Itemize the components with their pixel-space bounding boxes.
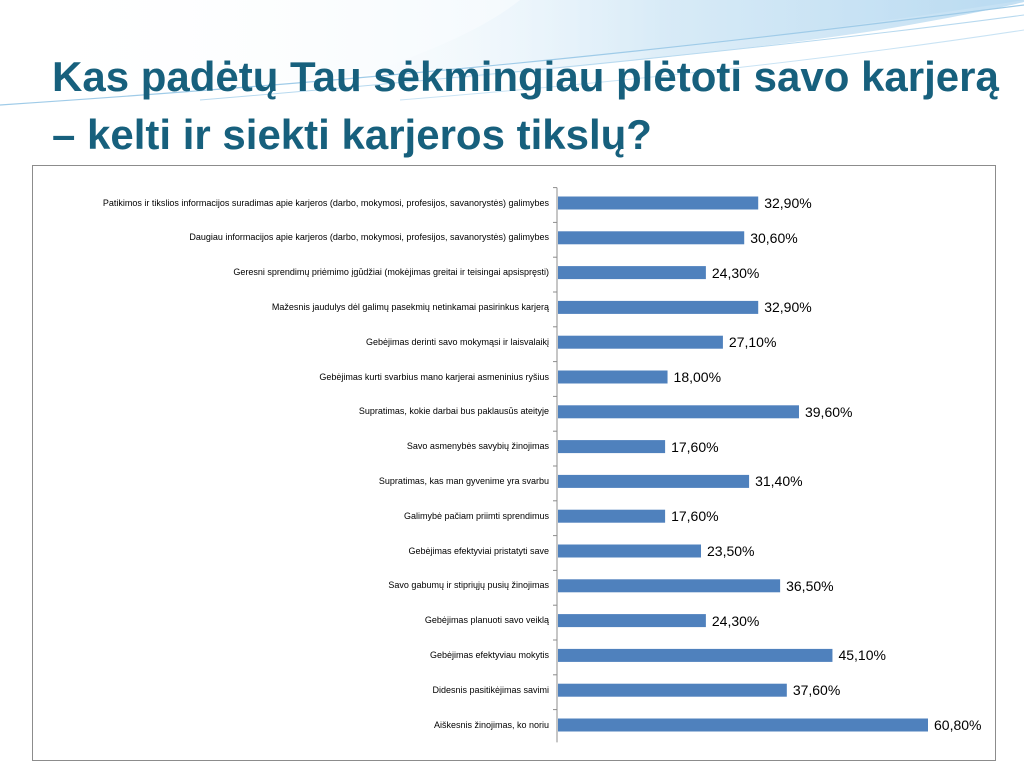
value-label: 24,30% <box>711 612 760 629</box>
value-label: 18,00% <box>673 369 722 385</box>
category-label: Savo gabumų ir stipriųjų pusių žinojimas <box>93 570 549 602</box>
value-label: 32,90% <box>764 195 812 211</box>
category-label: Mažesnis jaudulys dėl galimų pasekmių ne… <box>93 291 549 323</box>
category-label: Patikimos ir tikslios informacijos surad… <box>93 187 549 219</box>
category-label-text: Gebėjimas kurti svarbius mano karjerai a… <box>319 371 549 382</box>
bar-1 <box>558 196 759 210</box>
chart-frame: 32,90% Patikimos ir tikslios informacijos… <box>32 165 996 761</box>
value-label: 45,10% <box>838 647 886 664</box>
category-label-text: Didesnis pasitikėjimas savimi <box>432 684 549 695</box>
category-label-text: Gebėjimas planuoti savo veiklą <box>424 615 549 626</box>
category-label: Didesnis pasitikėjimas savimi <box>93 674 549 706</box>
category-label: Gebėjimas derinti savo mokymąsi ir laisv… <box>93 326 549 358</box>
category-label-text: Savo asmenybės savybių žinojimas <box>406 441 549 452</box>
category-label-text: Gebėjimas derinti savo mokymąsi ir laisv… <box>365 336 549 347</box>
bar-9 <box>558 474 750 488</box>
value-label: 31,40% <box>755 473 803 490</box>
category-label-text: Gebėjimas efektyviai pristatyti save <box>408 545 549 556</box>
category-label-text: Supratimas, kas man gyvenime yra svarbu <box>378 475 549 486</box>
category-label: Supratimas, kokie darbai bus paklausūs a… <box>93 396 549 428</box>
bar-11 <box>558 544 702 558</box>
category-label-text: Geresni sprendimų priėmimo įgūdžiai (mok… <box>233 267 549 278</box>
value-label: 23,50% <box>707 543 755 559</box>
category-label-text: Patikimos ir tikslios informacijos surad… <box>102 197 549 208</box>
bar-13 <box>558 614 706 628</box>
category-label: Savo asmenybės savybių žinojimas <box>93 431 549 463</box>
category-label-text: Aiškesnis žinojimas, ko noriu <box>433 719 549 730</box>
bar-4 <box>558 300 759 314</box>
category-label-text: Supratimas, kokie darbai bus paklausūs a… <box>358 406 549 417</box>
bar-8 <box>558 440 666 454</box>
bar-7 <box>558 405 799 419</box>
bar-3 <box>558 266 706 280</box>
slide-title: Kas padėtų Tau sėkmingiau plėtoti savo k… <box>52 53 999 158</box>
bar-14 <box>558 648 833 662</box>
category-label-text: Daugiau informacijos apie karjeros (darb… <box>189 232 549 243</box>
category-label: Galimybė pačiam priimti sprendimus <box>93 500 549 532</box>
value-label: 30,60% <box>750 229 798 246</box>
category-label: Gebėjimas efektyviau mokytis <box>93 639 549 671</box>
bar-15 <box>558 683 787 697</box>
bar-5 <box>558 335 723 349</box>
category-label: Gebėjimas efektyviai pristatyti save <box>93 535 549 567</box>
category-label: Daugiau informacijos apie karjeros (darb… <box>93 222 549 254</box>
category-label: Gebėjimas planuoti savo veiklą <box>93 605 549 637</box>
value-label: 24,30% <box>711 264 760 281</box>
value-label: 37,60% <box>792 682 841 699</box>
value-label: 17,60% <box>671 438 719 455</box>
bar-chart <box>553 187 928 743</box>
bar-2 <box>558 231 745 245</box>
value-label: 36,50% <box>786 577 834 594</box>
category-label: Geresni sprendimų priėmimo įgūdžiai (mok… <box>93 257 549 289</box>
bar-6 <box>558 370 668 384</box>
category-label-text: Gebėjimas efektyviau mokytis <box>429 649 549 660</box>
bar-12 <box>558 579 781 593</box>
bar-16 <box>558 718 928 732</box>
value-label: 17,60% <box>671 508 719 525</box>
category-label: Supratimas, kas man gyvenime yra svarbu <box>93 465 549 497</box>
value-label: 32,90% <box>764 299 812 316</box>
value-label: 27,10% <box>728 334 777 351</box>
category-label-text: Galimybė pačiam priimti sprendimus <box>403 510 549 521</box>
category-label-text: Mažesnis jaudulys dėl galimų pasekmių ne… <box>271 301 549 312</box>
value-label: 39,60% <box>804 403 853 420</box>
value-label: 60,80% <box>934 717 982 733</box>
category-label: Aiškesnis žinojimas, ko noriu <box>93 709 549 741</box>
category-label-text: Savo gabumų ir stipriųjų pusių žinojimas <box>388 580 549 591</box>
category-label: Gebėjimas kurti svarbius mano karjerai a… <box>93 361 549 393</box>
bar-10 <box>558 509 666 523</box>
